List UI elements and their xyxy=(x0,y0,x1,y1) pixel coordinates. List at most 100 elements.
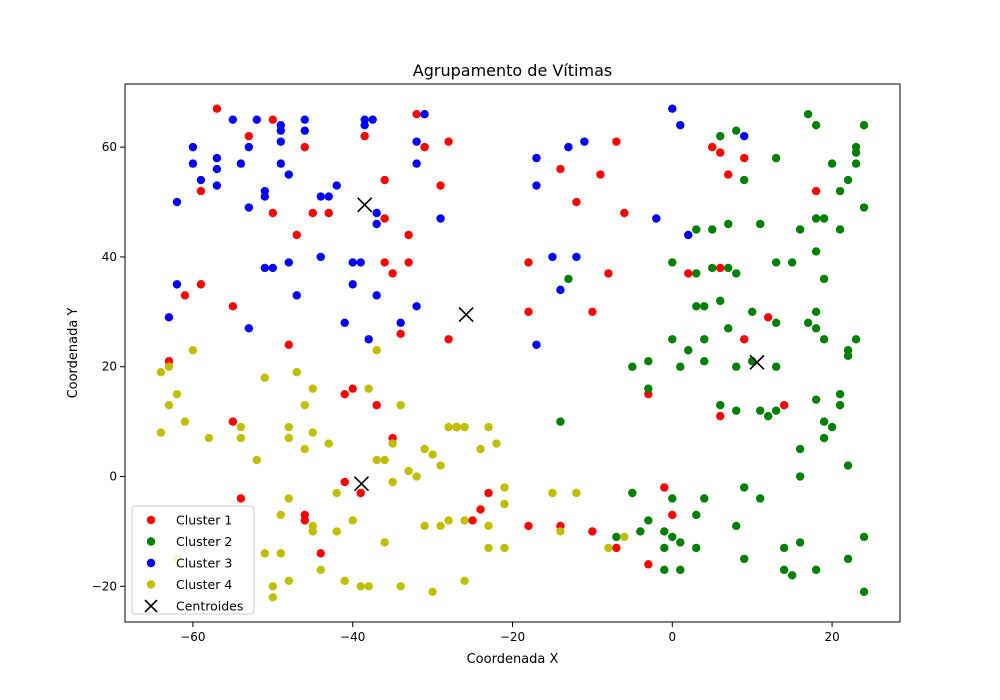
cluster-2-point xyxy=(740,175,749,185)
cluster-4-point xyxy=(236,433,246,443)
cluster-2-point xyxy=(692,302,701,311)
centroid-marker xyxy=(357,197,373,213)
cluster-1-point xyxy=(308,208,317,218)
cluster-3-point xyxy=(244,142,254,152)
cluster-1-point xyxy=(740,153,749,163)
cluster-2-point xyxy=(811,395,821,404)
cluster-2-point xyxy=(692,543,701,553)
cluster-2-point xyxy=(700,357,709,366)
cluster-3-point xyxy=(276,126,285,135)
cluster-4-point xyxy=(348,516,357,525)
cluster-1-point xyxy=(779,400,789,410)
cluster-4-point xyxy=(388,477,397,487)
cluster-4-point xyxy=(268,582,278,591)
cluster-1-point xyxy=(716,263,725,273)
legend-label: Centroides xyxy=(176,599,243,614)
cluster-2-point xyxy=(843,175,853,185)
cluster-2-point xyxy=(740,483,749,492)
cluster-3-point xyxy=(652,214,661,223)
cluster-1-point xyxy=(356,488,365,498)
cluster-3-point xyxy=(236,159,246,168)
cluster-1-point xyxy=(348,384,357,393)
cluster-4-point xyxy=(420,521,429,531)
cluster-3-point xyxy=(188,142,198,152)
cluster-2-point xyxy=(644,357,653,366)
cluster-2-point xyxy=(724,219,733,229)
y-axis-ticks: −20 0 20 40 60 xyxy=(92,140,125,593)
cluster-1-point xyxy=(740,335,749,344)
cluster-2-point xyxy=(827,422,837,432)
cluster-4-point xyxy=(436,461,445,470)
cluster-3-point xyxy=(372,219,381,229)
cluster-2-point xyxy=(819,433,829,443)
cluster-2-point xyxy=(692,510,701,520)
cluster-2-point xyxy=(732,269,741,278)
cluster-4-point xyxy=(172,389,182,399)
cluster-4-point xyxy=(260,373,270,382)
cluster-1-point xyxy=(300,516,309,525)
cluster-1-point xyxy=(380,258,389,267)
cluster-4-point xyxy=(444,422,453,432)
cluster-2-point xyxy=(755,406,765,415)
cluster-4-point xyxy=(452,422,461,432)
cluster-4-point xyxy=(460,422,469,432)
cluster-2-point xyxy=(668,335,677,344)
cluster-1-point xyxy=(396,329,405,338)
cluster-2-point xyxy=(700,302,709,311)
x-tick-label: −60 xyxy=(180,630,205,644)
cluster-2-point xyxy=(676,565,685,575)
cluster-1-point xyxy=(268,115,278,124)
cluster-2-point xyxy=(716,400,725,410)
cluster-1-point xyxy=(340,477,349,487)
cluster-1-point xyxy=(228,302,238,311)
cluster-3-point xyxy=(348,280,357,289)
y-tick-label: −20 xyxy=(92,579,117,593)
cluster-3-point xyxy=(172,280,182,289)
cluster-3-point xyxy=(244,324,254,333)
cluster-4-point xyxy=(380,538,389,547)
cluster-4-point xyxy=(364,384,373,393)
cluster-2-point xyxy=(724,263,733,273)
cluster-1-point xyxy=(300,142,309,152)
cluster-1-point xyxy=(324,208,333,218)
cluster-2-point xyxy=(795,472,805,481)
cluster-2-point xyxy=(803,318,813,328)
cluster-3-point xyxy=(668,104,677,113)
cluster-1-point xyxy=(404,230,413,240)
cluster-4-point xyxy=(324,439,333,448)
cluster-2-point xyxy=(803,109,813,119)
cluster-2-point xyxy=(755,494,765,503)
cluster-1-point xyxy=(716,411,725,421)
cluster-1-point xyxy=(604,269,613,278)
cluster-4-point xyxy=(308,428,317,437)
legend-item: Cluster 4 xyxy=(146,577,232,592)
cluster-3-point xyxy=(252,115,262,124)
cluster-4-point xyxy=(500,499,509,509)
cluster-3-point xyxy=(372,291,381,300)
cluster-2-point xyxy=(684,346,693,355)
cluster-2-point xyxy=(668,258,677,267)
cluster-4-point xyxy=(164,400,174,410)
legend-item: Cluster 1 xyxy=(146,513,232,528)
cluster-3-point xyxy=(316,252,325,262)
cluster-2-point xyxy=(708,263,717,273)
cluster-2-point xyxy=(835,400,845,410)
cluster-2-point xyxy=(660,543,669,553)
cluster-2-point xyxy=(795,538,805,547)
cluster-2-point xyxy=(700,494,709,503)
cluster-4-point xyxy=(484,521,493,531)
cluster-1-point xyxy=(524,521,533,531)
cluster-1-point xyxy=(212,104,222,113)
cluster-1-point xyxy=(444,137,453,146)
cluster-4-point xyxy=(316,565,325,575)
cluster-4-point xyxy=(252,455,262,465)
cluster-1-point xyxy=(468,516,477,525)
cluster-2-point xyxy=(708,225,717,234)
cluster-4-point xyxy=(436,521,445,531)
cluster-1-point xyxy=(476,505,485,514)
cluster-2-point xyxy=(787,571,797,580)
cluster-1-point xyxy=(684,269,693,278)
cluster-1-point xyxy=(524,258,533,267)
cluster-3-point xyxy=(340,318,349,328)
legend-label: Cluster 2 xyxy=(176,534,232,549)
